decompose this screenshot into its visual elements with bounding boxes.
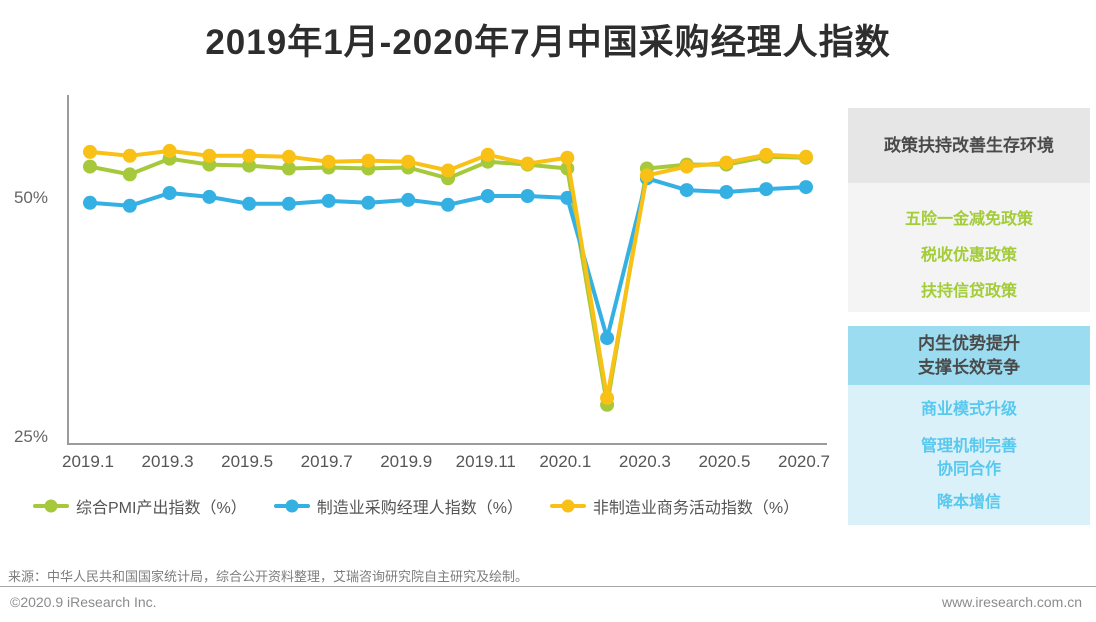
data-point <box>83 144 97 159</box>
data-point <box>162 186 177 200</box>
data-point <box>122 198 137 213</box>
data-point <box>281 149 296 164</box>
data-point <box>679 183 694 198</box>
advantage-panel-header: 内生优势提升 支撑长效竞争 <box>848 326 1090 385</box>
legend-item: 综合PMI产出指数（%） <box>33 494 247 518</box>
legend-item: 制造业采购经理人指数（%） <box>273 494 523 518</box>
x-axis-label: 2020.7 <box>778 452 830 471</box>
internal-advantage-panel: 内生优势提升 支撑长效竞争 商业模式升级 管理机制完善 协同合作降本增信 <box>848 326 1090 525</box>
legend-dot-icon <box>44 499 58 513</box>
data-point <box>719 185 734 199</box>
data-point <box>759 147 774 162</box>
data-point <box>242 148 257 163</box>
data-point <box>759 182 774 197</box>
data-point <box>799 149 813 164</box>
series-line <box>89 148 807 400</box>
policy-panel-title: 政策扶持改善生存环境 <box>884 135 1054 155</box>
website-text: www.iresearch.com.cn <box>941 594 1082 610</box>
page-title: 2019年1月-2020年7月中国采购经理人指数 <box>205 23 891 62</box>
policy-panel-header: 政策扶持改善生存环境 <box>848 108 1090 183</box>
legend-label: 制造业采购经理人指数（%） <box>316 500 523 517</box>
copyright-text: ©2020.9 iResearch Inc. <box>10 594 157 610</box>
legend-marker-icon <box>33 499 69 513</box>
data-point <box>361 153 376 168</box>
data-point <box>202 189 217 204</box>
data-point <box>242 196 257 211</box>
advantage-panel-title-line2: 支撑长效竞争 <box>918 357 1020 377</box>
advantage-panel-body: 商业模式升级 管理机制完善 协同合作降本增信 <box>848 385 1090 525</box>
data-point <box>520 156 535 171</box>
data-point <box>122 148 137 163</box>
data-point <box>560 190 575 205</box>
plot-area <box>67 95 827 445</box>
data-point <box>321 193 336 208</box>
legend-marker-icon <box>549 499 586 513</box>
advantage-panel-title-line1: 内生优势提升 <box>918 333 1020 353</box>
x-axis-label: 2020.5 <box>698 452 751 471</box>
legend-label: 综合PMI产出指数（%） <box>76 500 247 517</box>
data-point <box>480 189 495 203</box>
data-point <box>560 150 575 165</box>
x-axis-label: 2019.5 <box>221 452 274 471</box>
data-point <box>83 159 97 174</box>
data-point <box>83 195 97 210</box>
footer-divider <box>0 586 1096 587</box>
data-point <box>441 163 455 178</box>
panel-gap <box>848 312 1090 326</box>
advantage-item: 降本增信 <box>936 494 1001 511</box>
data-point <box>719 155 734 170</box>
policy-item: 五险一金减免政策 <box>904 211 1033 228</box>
data-point <box>480 147 495 162</box>
legend-item: 非制造业商务活动指数（%） <box>549 494 800 518</box>
y-axis-tick-25: 25% <box>13 427 48 446</box>
advantage-item: 商业模式升级 <box>920 401 1017 418</box>
x-axis-label: 2020.1 <box>539 452 592 471</box>
source-note: 来源：中华人民共和国国家统计局，综合公开资料整理，艾瑞咨询研究院自主研究及绘制。 <box>8 569 529 584</box>
data-point <box>361 195 376 210</box>
footer-bar: ©2020.9 iResearch Inc. www.iresearch.com… <box>10 594 1082 610</box>
data-point <box>639 168 654 183</box>
data-point <box>799 180 813 195</box>
policy-item: 税收优惠政策 <box>920 247 1017 264</box>
legend-marker-icon <box>273 499 310 513</box>
policy-support-panel: 政策扶持改善生存环境 五险一金减免政策 税收优惠政策 扶持信贷政策 <box>848 108 1090 312</box>
data-point <box>162 143 177 158</box>
x-axis-label: 2019.3 <box>141 452 194 471</box>
advantage-item: 协同合作 <box>936 461 1001 478</box>
x-axis-label: 2019.9 <box>380 452 433 471</box>
advantage-item: 管理机制完善 <box>920 438 1017 455</box>
x-axis-labels: 2019.1 2019.3 2019.5 2019.7 2019.9 2019.11 202… <box>62 452 830 476</box>
chart-legend: 综合PMI产出指数（%） 制造业采购经理人指数（%） 非制造业商务活动指数（%） <box>33 494 799 518</box>
legend-label: 非制造业商务活动指数（%） <box>592 500 800 517</box>
policy-item: 扶持信贷政策 <box>920 283 1017 300</box>
data-point <box>520 189 535 203</box>
data-point <box>600 390 615 405</box>
data-point <box>441 197 455 212</box>
data-point <box>401 192 416 207</box>
x-axis-label: 2019.1 <box>62 452 114 471</box>
legend-dot-icon <box>561 499 575 513</box>
data-point <box>202 148 217 163</box>
data-point <box>281 196 296 211</box>
sidebar: 政策扶持改善生存环境 五险一金减免政策 税收优惠政策 扶持信贷政策 内生优势提升 支… <box>848 108 1090 525</box>
data-point <box>321 154 336 169</box>
line-chart-canvas <box>83 143 813 412</box>
x-axis-label: 2020.3 <box>618 452 671 471</box>
x-axis-label: 2019.11 <box>455 452 516 471</box>
data-point <box>600 331 615 346</box>
data-point <box>122 167 137 182</box>
legend-dot-icon <box>285 499 299 513</box>
data-point <box>679 159 694 174</box>
x-axis-label: 2019.7 <box>300 452 353 471</box>
data-point <box>242 158 257 173</box>
policy-panel-body: 五险一金减免政策 税收优惠政策 扶持信贷政策 <box>848 183 1090 312</box>
data-point <box>281 161 296 176</box>
data-point <box>401 154 416 169</box>
y-axis-tick-50: 50% <box>13 188 48 207</box>
